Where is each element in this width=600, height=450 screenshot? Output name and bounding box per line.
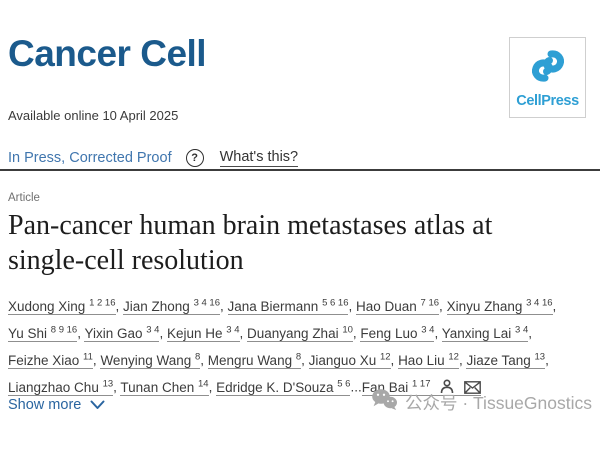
author-link[interactable]: Jiaze Tang 13 [466,351,546,369]
mail-icon[interactable] [464,380,481,397]
in-press-status: In Press, Corrected Proof [8,150,172,166]
author-link[interactable]: Mengru Wang 8 [207,351,302,369]
author-list: Xudong Xing 1 2 16, Jian Zhong 3 4 16, J… [8,297,557,397]
show-more-button[interactable]: Show more [8,397,105,413]
author-link[interactable]: Wenying Wang 8 [100,351,201,369]
author-link[interactable]: Hao Duan 7 16 [356,297,440,315]
author-link[interactable]: Yixin Gao 3 4 [84,324,160,342]
cellpress-logo[interactable]: CellPress [509,37,586,118]
available-online-date: Available online 10 April 2025 [8,108,179,123]
author-link[interactable]: Kejun He 3 4 [166,324,240,342]
author-link[interactable]: Feizhe Xiao 11 [8,351,93,369]
cellpress-swirl-icon [528,46,568,91]
author-link[interactable]: Hao Liu 12 [398,351,459,369]
person-icon[interactable] [440,378,458,397]
show-more-label: Show more [8,397,82,413]
author-link[interactable]: Feng Luo 3 4 [360,324,435,342]
journal-title[interactable]: Cancer Cell [8,33,207,74]
page-title: Pan-cancer human brain metastases atlas … [8,210,493,276]
author-link[interactable]: Xinyu Zhang 3 4 16 [446,297,553,315]
status-row: In Press, Corrected Proof ? What's this? [8,149,299,167]
author-link[interactable]: Duanyang Zhai 10 [247,324,353,342]
author-link[interactable]: Yu Shi 8 9 16 [8,324,78,342]
whats-this-link[interactable]: What's this? [219,149,299,167]
author-link[interactable]: Xudong Xing 1 2 16 [8,297,116,315]
author-link[interactable]: Jana Biermann 5 6 16 [227,297,349,315]
author-link[interactable]: Edridge K. D'Souza 5 6 [216,378,351,396]
cellpress-logo-label: CellPress [516,93,579,109]
article-type-label: Article [8,192,40,204]
author-link[interactable]: Fan Bai 1 17 [361,378,482,397]
help-icon[interactable]: ? [185,149,204,167]
author-link[interactable]: Tunan Chen 14 [120,378,209,396]
author-link[interactable]: Jian Zhong 3 4 16 [123,297,220,315]
watermark: 公众号 · TissueGnostics [371,388,592,416]
author-link[interactable]: Yanxing Lai 3 4 [441,324,529,342]
author-link[interactable]: Jianguo Xu 12 [308,351,391,369]
watermark-text: 公众号 · TissueGnostics [404,392,592,413]
header-divider [0,169,600,171]
wechat-icon [371,388,398,416]
author-link[interactable]: Liangzhao Chu 13 [8,378,114,396]
chevron-down-icon [90,400,105,409]
